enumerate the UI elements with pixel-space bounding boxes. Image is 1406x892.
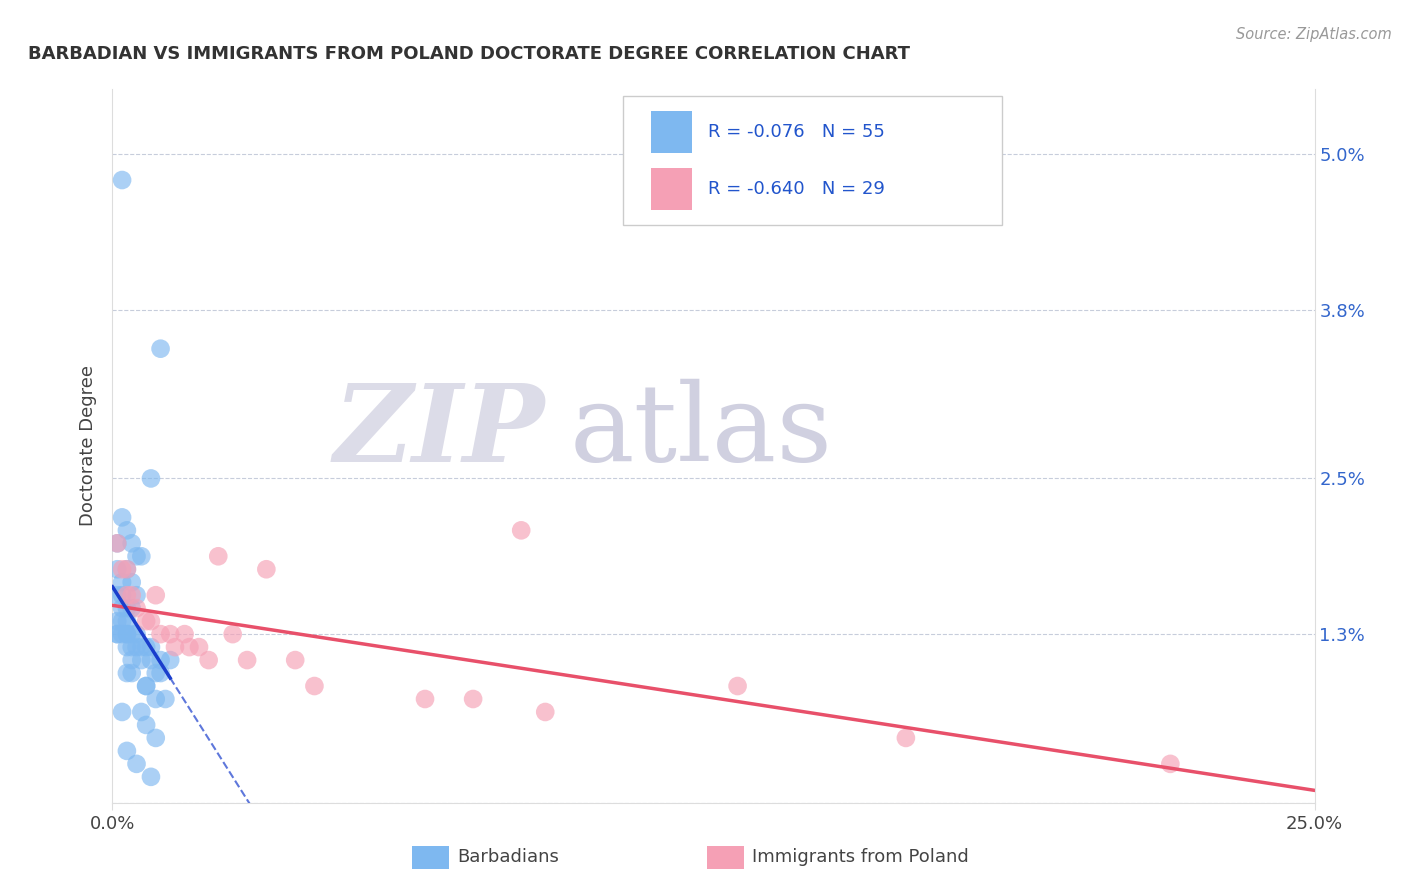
Point [254, 562, 277, 576]
FancyBboxPatch shape [651, 111, 692, 153]
Y-axis label: Doctorate Degree: Doctorate Degree [79, 366, 97, 526]
Point [135, 679, 157, 693]
Point [149, 342, 172, 356]
Point [125, 601, 148, 615]
Point [105, 536, 128, 550]
Point [115, 614, 138, 628]
Text: Immigrants from Poland: Immigrants from Poland [752, 848, 969, 866]
Point [111, 575, 134, 590]
Point [115, 627, 138, 641]
Point [121, 601, 143, 615]
Point [534, 705, 557, 719]
Point [121, 588, 143, 602]
Point [105, 627, 128, 641]
Point [163, 640, 186, 654]
Point [131, 705, 153, 719]
Text: R = -0.076   N = 55: R = -0.076 N = 55 [707, 123, 884, 141]
Point [207, 549, 229, 564]
Point [173, 627, 195, 641]
Point [894, 731, 917, 745]
Point [179, 640, 201, 654]
Point [125, 640, 148, 654]
Point [304, 679, 326, 693]
Point [145, 731, 167, 745]
Point [149, 653, 172, 667]
Point [115, 666, 138, 681]
Point [131, 549, 153, 564]
Point [139, 614, 162, 628]
Point [159, 627, 181, 641]
Text: ZIP: ZIP [333, 379, 546, 484]
Point [131, 640, 153, 654]
Point [115, 601, 138, 615]
Point [111, 705, 134, 719]
Point [510, 524, 533, 538]
Point [115, 640, 138, 654]
Point [121, 640, 143, 654]
Point [461, 692, 484, 706]
Point [111, 510, 134, 524]
Point [125, 627, 148, 641]
Point [139, 640, 162, 654]
Point [135, 679, 157, 693]
Point [105, 536, 128, 550]
Point [105, 614, 128, 628]
Point [115, 627, 138, 641]
Point [115, 744, 138, 758]
Point [131, 653, 153, 667]
Point [236, 653, 259, 667]
Point [284, 653, 307, 667]
Point [1159, 756, 1181, 771]
Point [413, 692, 436, 706]
Point [111, 562, 134, 576]
Point [135, 718, 157, 732]
FancyBboxPatch shape [651, 168, 692, 211]
Text: atlas: atlas [569, 379, 832, 484]
Point [115, 524, 138, 538]
Point [222, 627, 245, 641]
Point [121, 536, 143, 550]
Point [139, 770, 162, 784]
Point [125, 588, 148, 602]
Point [121, 575, 143, 590]
Point [727, 679, 749, 693]
Point [188, 640, 211, 654]
Point [145, 588, 167, 602]
Point [111, 614, 134, 628]
Text: Barbadians: Barbadians [457, 848, 558, 866]
Point [115, 562, 138, 576]
Point [111, 627, 134, 641]
Text: Source: ZipAtlas.com: Source: ZipAtlas.com [1236, 27, 1392, 42]
Point [121, 627, 143, 641]
Point [105, 562, 128, 576]
Point [111, 601, 134, 615]
Point [115, 562, 138, 576]
Point [111, 588, 134, 602]
Point [155, 692, 177, 706]
Point [139, 471, 162, 485]
Text: R = -0.640   N = 29: R = -0.640 N = 29 [707, 180, 884, 198]
FancyBboxPatch shape [623, 96, 1002, 225]
Point [121, 653, 143, 667]
Point [139, 653, 162, 667]
Point [197, 653, 219, 667]
Point [145, 666, 167, 681]
Point [125, 549, 148, 564]
Point [149, 627, 172, 641]
Point [105, 588, 128, 602]
Point [159, 653, 181, 667]
Point [105, 627, 128, 641]
Point [121, 666, 143, 681]
Point [125, 756, 148, 771]
Point [115, 588, 138, 602]
Point [135, 614, 157, 628]
Text: BARBADIAN VS IMMIGRANTS FROM POLAND DOCTORATE DEGREE CORRELATION CHART: BARBADIAN VS IMMIGRANTS FROM POLAND DOCT… [28, 45, 910, 62]
Point [149, 666, 172, 681]
Point [145, 692, 167, 706]
Point [135, 640, 157, 654]
Point [111, 173, 134, 187]
